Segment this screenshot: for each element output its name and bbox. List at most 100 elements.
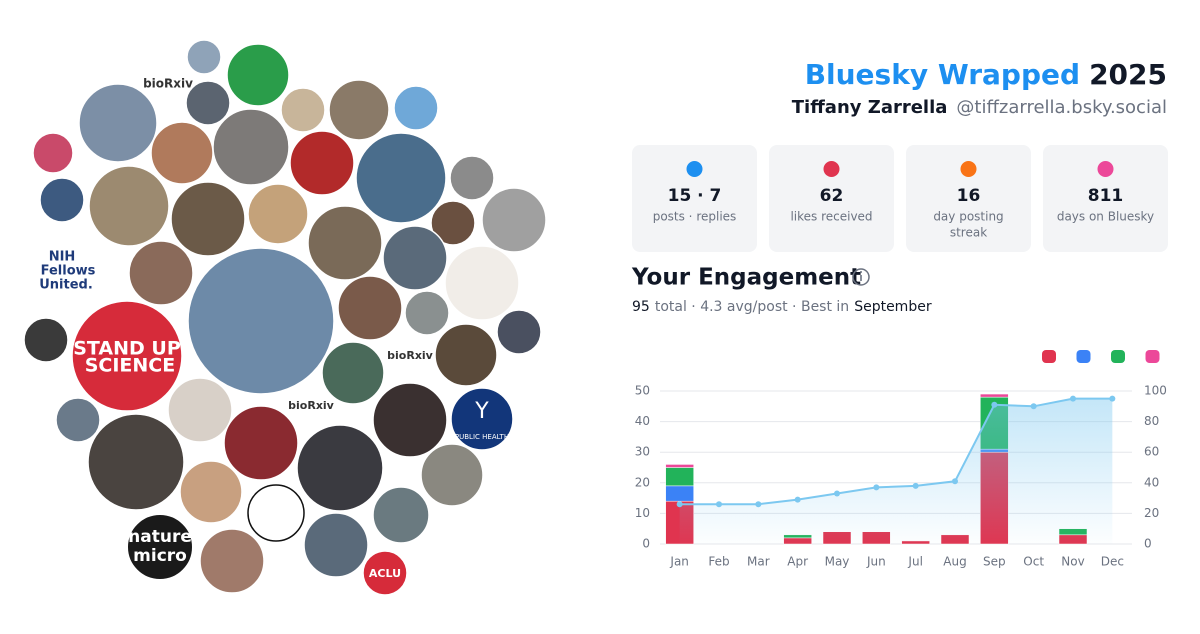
line-point [834,490,840,497]
x-tick-label: May [825,555,850,569]
x-tick-label: Feb [708,555,729,569]
avatar [449,155,495,201]
avatar [88,165,170,247]
y-tick-label: 0 [642,537,650,551]
chart: 0 10 20 30 40 50 0 20 40 60 80 100 Jan Feb Mar Apr May Ju… [635,350,1167,569]
x-tick-label: Aug [943,555,966,569]
y2-tick-label: 0 [1144,537,1152,551]
info-icon[interactable] [852,268,870,286]
title-year: 2025 [1089,58,1167,91]
stat-value: 811 [1088,186,1124,206]
line-point [912,482,919,489]
avatar [199,528,265,594]
stat-card [1043,145,1168,252]
bar-segment [980,393,1009,398]
legend-icon [1076,350,1091,363]
stat-card [769,145,894,252]
y2-tick-label: 40 [1144,475,1159,489]
avatar [185,80,231,126]
avatar [247,183,309,245]
avatar-label: bioRxiv [143,77,193,91]
avatar [296,424,384,512]
stat-label: likes received [790,210,872,224]
stat-label: streak [950,226,987,240]
avatar [150,121,214,185]
x-tick-label: Nov [1061,555,1084,569]
line-point [991,401,998,408]
stat-label: day posting [933,210,1003,224]
legend-icon [1042,350,1056,363]
line-point [755,501,762,508]
total: 95 [632,299,650,315]
avatar [32,132,74,174]
avatar [444,245,520,321]
avatar [496,309,542,355]
avatar [87,413,185,511]
avatar [434,323,498,387]
line-area [679,398,1113,544]
line-point [952,478,958,485]
stat-card [906,145,1031,252]
y-tick-label: 20 [635,475,650,489]
avatar [55,397,101,443]
stat-icon [823,161,840,177]
avatar-label: SCIENCE [85,355,176,377]
avatar [179,460,243,524]
avatar [420,443,484,507]
subtitle-text: total · 4.3 avg/post · Best in [655,299,849,315]
avatar-label: Y [474,399,489,424]
x-tick-label: Jan [669,555,689,569]
x-tick-label: Apr [787,555,808,569]
line-point [1070,395,1076,402]
best-month: September [854,299,932,315]
avatar [393,85,439,131]
x-tick-label: Jun [866,555,886,569]
avatar-label: ACLU [369,567,401,580]
x-tick-label: Sep [983,555,1006,569]
avatar [226,43,290,107]
user-handle: @tiffzarrella.bsky.social [956,97,1167,118]
y2-tick-label: 20 [1144,506,1159,520]
y-tick-label: 10 [635,506,650,520]
x-tick-label: Oct [1023,555,1044,569]
stat-icon [686,161,703,177]
chart-title: Your Engagement [631,265,861,291]
avatar-label: STAND UP [73,338,181,360]
title: Bluesky Wrapped 2025 [805,58,1167,91]
avatar [337,275,403,341]
chart-subtitle: 95 total · 4.3 avg/post · Best in Septembe… [632,299,932,315]
avatar [372,486,430,544]
avatar-label: nature [128,527,192,547]
avatar [124,511,196,583]
y2-tick-label: 100 [1144,384,1167,398]
line-point [676,501,683,508]
stat-icon [960,161,977,177]
x-tick-label: Mar [747,555,770,569]
legend-icon [1145,350,1160,363]
y2-tick-label: 60 [1144,445,1159,459]
avatar [362,550,408,596]
x-tick-label: Jul [907,555,922,569]
stat-icon [1097,161,1114,177]
avatar [481,187,547,253]
avatar [289,130,355,196]
avatar [128,240,194,306]
avatar [167,377,233,443]
avatar [372,382,448,458]
avatar [382,225,448,291]
avatar [321,341,385,405]
stat-value: 15 · 7 [668,186,722,206]
line-point [1030,403,1037,410]
line-point [1109,395,1116,402]
avatar [186,39,222,75]
line-point [716,501,722,508]
line [679,397,1113,506]
avatar [450,387,514,451]
stat-value: 62 [820,186,844,206]
title-brand: Bluesky Wrapped [805,58,1080,91]
avatar [212,108,290,186]
avatar [170,181,246,257]
